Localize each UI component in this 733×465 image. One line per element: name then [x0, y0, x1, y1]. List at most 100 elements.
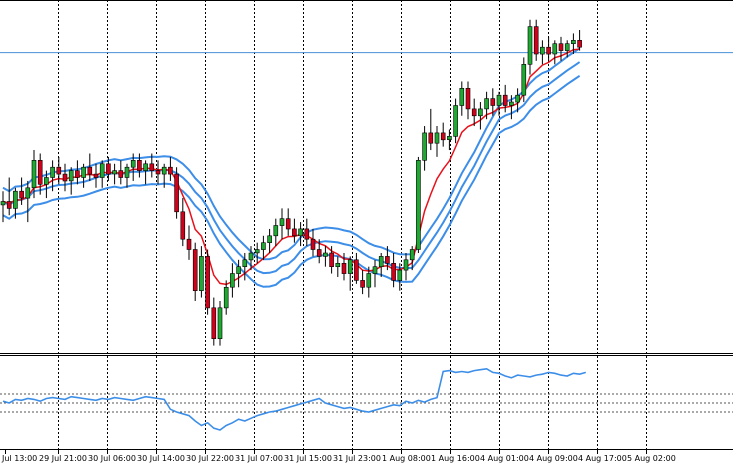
- candle: [37, 153, 43, 195]
- candle-body: [44, 177, 49, 185]
- candle: [106, 156, 111, 181]
- candle-body: [372, 266, 378, 274]
- candle-body: [403, 259, 409, 271]
- candle: [571, 33, 576, 55]
- time-tick-label: Jul 13:00: [1, 454, 37, 463]
- candle: [354, 252, 359, 284]
- candle-body: [75, 170, 80, 178]
- candle-body: [199, 256, 204, 291]
- time-tick-label: 4 Aug 17:00: [578, 454, 627, 463]
- candle: [186, 225, 192, 260]
- time-axis: Jul 13:00 29 Jul 21:00 30 Jul 06:00 30 Jul …: [1, 450, 676, 463]
- candle-body: [37, 160, 43, 185]
- candle-body: [310, 238, 316, 250]
- candle: [124, 163, 130, 188]
- candle-body: [279, 218, 285, 226]
- candle-body: [515, 94, 520, 103]
- candle: [385, 246, 390, 271]
- candle: [199, 246, 204, 298]
- candle: [292, 218, 297, 243]
- candle: [459, 81, 465, 116]
- candle: [484, 91, 489, 120]
- candle-body: [316, 249, 322, 257]
- candle-body: [571, 39, 576, 44]
- candle-body: [211, 307, 217, 339]
- candle-body: [496, 94, 502, 106]
- candle-body: [540, 46, 545, 55]
- candle-body: [87, 166, 93, 175]
- candle: [273, 218, 279, 247]
- candle: [422, 126, 427, 171]
- candle-body: [248, 252, 254, 261]
- candle: [254, 242, 260, 264]
- candle: [428, 108, 434, 151]
- candle-body: [236, 266, 241, 274]
- candle-body: [502, 94, 508, 106]
- candle: [298, 222, 303, 247]
- candle: [19, 177, 24, 205]
- time-tick-label: 31 Jul 23:00: [333, 454, 381, 463]
- candle: [81, 163, 86, 188]
- candle-body: [471, 108, 477, 117]
- candle-body: [137, 160, 142, 171]
- candle: [44, 170, 49, 199]
- candle: [50, 160, 55, 192]
- candle-body: [546, 46, 551, 55]
- candle: [360, 270, 365, 295]
- candle-body: [223, 286, 229, 309]
- candle: [323, 246, 328, 267]
- candle-body: [453, 105, 458, 137]
- candle: [62, 163, 68, 192]
- candle-body: [31, 160, 37, 189]
- candle: [99, 160, 105, 188]
- candle: [56, 156, 62, 185]
- candle-body: [335, 262, 341, 267]
- candle: [230, 263, 235, 298]
- candle: [341, 252, 347, 281]
- candle-body: [552, 43, 558, 55]
- candle: [564, 40, 570, 58]
- candle-body: [347, 259, 353, 274]
- candle: [434, 126, 440, 157]
- candle-body: [93, 173, 99, 178]
- candle-body: [230, 273, 235, 288]
- candle: [552, 40, 558, 65]
- candle: [465, 81, 471, 120]
- candle: [13, 187, 18, 219]
- candle: [440, 122, 446, 147]
- grid: [0, 0, 733, 450]
- candle-body: [180, 211, 186, 240]
- candle: [87, 153, 93, 181]
- candle-body: [459, 88, 465, 106]
- candle: [403, 252, 409, 281]
- candle: [304, 218, 310, 247]
- candle-body: [168, 166, 173, 175]
- candle: [310, 228, 316, 257]
- candle-body: [81, 166, 86, 178]
- candle-body: [490, 98, 496, 106]
- envelope-bands: [2, 47, 581, 288]
- candle-body: [323, 252, 328, 257]
- candle: [261, 235, 266, 260]
- candle: [546, 36, 551, 61]
- candle-body: [465, 88, 471, 110]
- candle-body: [261, 242, 266, 250]
- candle: [285, 208, 291, 236]
- candle-body: [217, 307, 223, 339]
- candle: [471, 98, 477, 127]
- candle: [75, 160, 80, 185]
- candle-body: [99, 163, 105, 178]
- candle-body: [440, 132, 446, 141]
- moving-average-line: [2, 48, 580, 286]
- candle: [149, 153, 155, 178]
- candle-body: [143, 163, 148, 172]
- candle-body: [577, 39, 582, 48]
- candle-body: [558, 43, 564, 51]
- candle-body: [118, 170, 124, 178]
- candle-body: [155, 170, 161, 175]
- candle: [242, 252, 248, 281]
- candle-body: [242, 259, 248, 267]
- candle: [180, 198, 186, 247]
- candle: [316, 239, 322, 264]
